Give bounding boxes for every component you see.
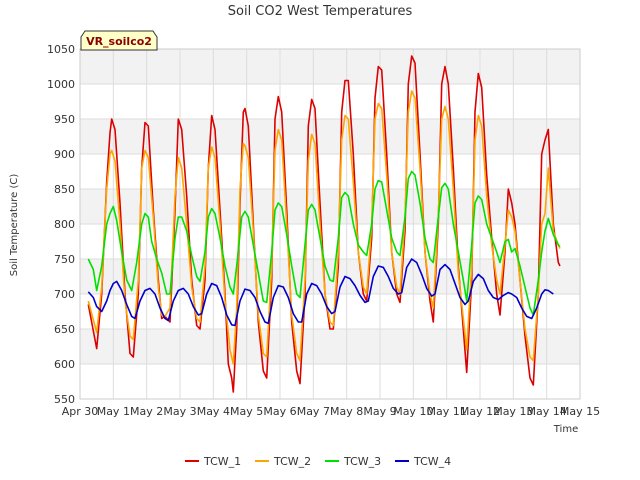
plot-frame	[79, 48, 581, 400]
grid-band	[80, 189, 580, 224]
x-tick-label: May 10	[393, 405, 433, 418]
legend-label: TCW_3	[343, 455, 381, 468]
x-tick-label: May 15	[560, 405, 600, 418]
x-tick-label: May 4	[197, 405, 230, 418]
series-line-tcw_2	[87, 90, 561, 365]
x-tick-label: May 7	[297, 405, 330, 418]
y-tick-label: 850	[54, 183, 75, 196]
x-tick-label: May 12	[460, 405, 500, 418]
grid-band	[80, 119, 580, 154]
x-tick-label: May 5	[230, 405, 263, 418]
y-tick-label: 900	[54, 148, 75, 161]
chart-title: Soil CO2 West Temperatures	[228, 4, 413, 19]
y-tick-label: 1000	[47, 78, 75, 91]
series-line-tcw_3	[87, 170, 561, 316]
y-tick-label: 700	[54, 288, 75, 301]
x-tick-label: May 14	[527, 405, 567, 418]
y-tick-label: 1050	[47, 43, 75, 56]
x-tick-label: May 8	[330, 405, 363, 418]
badge-label: VR_soilco2	[86, 35, 152, 48]
legend-label: TCW_1	[203, 455, 241, 468]
y-tick-label: 650	[54, 323, 75, 336]
x-tick-label: May 11	[427, 405, 467, 418]
legend-label: TCW_4	[413, 455, 451, 468]
x-tick-label: May 1	[97, 405, 130, 418]
x-tick-label: May 13	[493, 405, 533, 418]
badge: VR_soilco2	[80, 30, 158, 51]
x-tick-label: May 6	[263, 405, 296, 418]
x-tick-label: May 2	[130, 405, 163, 418]
legend-label: TCW_2	[273, 455, 311, 468]
y-tick-label: 800	[54, 218, 75, 231]
y-tick-label: 550	[54, 393, 75, 406]
x-tick-label: May 3	[163, 405, 196, 418]
x-tick-label: May 9	[363, 405, 396, 418]
legend: TCW_1 TCW_2 TCW_3 TCW_4	[185, 455, 451, 468]
grid-band	[80, 259, 580, 294]
series-line-tcw_4	[87, 258, 554, 327]
grid-band	[80, 49, 580, 84]
y-tick-label: 750	[54, 253, 75, 266]
grid-band	[80, 329, 580, 364]
y-tick-label: 600	[54, 358, 75, 371]
y-tick-label: 950	[54, 113, 75, 126]
y-axis-label: Soil Temperature (C)	[9, 174, 20, 277]
x-axis-label: Time	[553, 424, 578, 435]
x-tick-label: Apr 30	[62, 405, 99, 418]
